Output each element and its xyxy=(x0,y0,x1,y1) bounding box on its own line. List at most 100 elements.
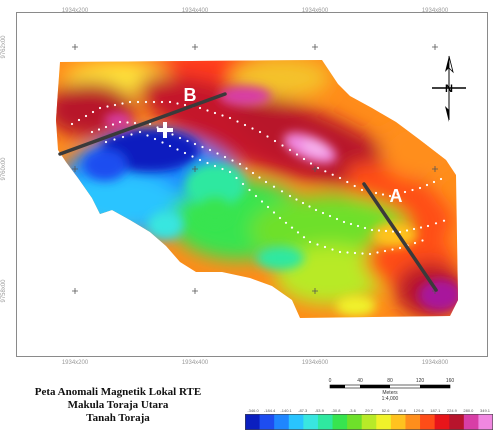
station-dot xyxy=(168,144,172,148)
station-dot xyxy=(206,109,209,112)
station-dot xyxy=(223,155,227,159)
station-dot xyxy=(264,180,268,184)
station-dot xyxy=(314,208,318,212)
station-dot xyxy=(346,251,349,254)
coord-top-1: 1934x200 xyxy=(61,8,89,14)
station-dot xyxy=(374,191,378,195)
station-dot xyxy=(70,122,74,126)
magnetic-anomaly-map: B A N xyxy=(56,44,466,318)
station-dot xyxy=(295,153,299,156)
coord-bottom-3: 1934x600 xyxy=(301,360,329,366)
color-scale-tick-label: -346.0 xyxy=(247,408,259,413)
station-dot xyxy=(361,252,364,255)
station-dot xyxy=(411,188,414,192)
station-dot xyxy=(228,116,232,120)
station-dot xyxy=(113,138,116,141)
station-dot xyxy=(338,250,342,254)
station-dot xyxy=(97,128,101,131)
station-dot xyxy=(228,170,232,174)
station-dot xyxy=(308,240,312,244)
station-dot xyxy=(302,236,306,239)
station-dot xyxy=(258,176,261,179)
station-dot xyxy=(301,201,305,205)
station-dot xyxy=(91,110,95,114)
station-dot xyxy=(316,243,319,246)
station-dot xyxy=(121,135,125,139)
station-dot xyxy=(308,205,311,208)
station-dot xyxy=(198,106,202,110)
station-dot xyxy=(136,100,140,104)
station-dot xyxy=(324,170,327,173)
station-dot xyxy=(245,167,248,170)
color-scale-tick-label: -184.4 xyxy=(263,408,276,413)
station-dot xyxy=(176,148,179,151)
station-dot xyxy=(248,188,251,192)
station-dot xyxy=(363,226,367,230)
coord-bottom-1: 1934x200 xyxy=(61,360,89,366)
station-dot xyxy=(128,100,132,104)
station-dot xyxy=(146,134,149,137)
station-dot xyxy=(130,133,133,136)
scale-ratio-label: 1:4,000 xyxy=(381,396,399,402)
coord-left-1: 9762x00 xyxy=(1,35,7,59)
station-dot xyxy=(186,139,189,143)
color-swatch xyxy=(376,414,392,430)
map-title: Peta Anomali Magnetik Lokal RTE Makula T… xyxy=(2,386,234,425)
color-swatch xyxy=(259,414,275,430)
scale-bar-graphic xyxy=(329,384,451,389)
color-scale-bar xyxy=(245,414,493,430)
color-swatch xyxy=(478,414,493,430)
coord-left-3: 9758x00 xyxy=(1,279,7,303)
station-dot xyxy=(360,188,364,192)
station-dot xyxy=(235,176,238,180)
coord-top-3: 1934x600 xyxy=(301,8,329,14)
color-swatch xyxy=(405,414,421,430)
station-dot xyxy=(121,102,124,105)
station-dot xyxy=(176,102,179,105)
title-line-2: Makula Toraja Utara xyxy=(67,399,169,411)
station-dot xyxy=(183,151,187,155)
color-swatch xyxy=(288,414,304,430)
color-scale-tick-label: -87.3 xyxy=(298,408,308,413)
station-dot xyxy=(316,166,320,170)
station-dot xyxy=(171,133,174,136)
color-swatch xyxy=(463,414,480,430)
station-dot xyxy=(243,123,247,127)
station-dot xyxy=(152,100,156,104)
color-scale-legend: -346.0 -184.4 -140.1 -87.3 -53.9 -30.8 -3.6 29.… xyxy=(245,408,493,432)
station-dot xyxy=(391,248,394,251)
station-dot xyxy=(384,229,388,233)
station-dot xyxy=(356,224,360,228)
station-dot xyxy=(77,118,81,122)
station-dot xyxy=(133,121,137,125)
station-dot xyxy=(381,193,385,196)
station-dot xyxy=(377,229,381,232)
scale-label-80: 80 xyxy=(387,378,393,384)
station-dot xyxy=(288,148,292,152)
station-dot xyxy=(296,231,300,234)
station-dot xyxy=(144,100,148,104)
station-dot xyxy=(290,226,294,229)
station-dot xyxy=(434,222,438,225)
station-dot xyxy=(138,130,142,134)
scale-unit-label: Meters xyxy=(382,390,398,396)
station-dot xyxy=(368,252,372,256)
station-dot xyxy=(208,148,212,152)
scale-label-160: 160 xyxy=(445,378,455,384)
station-dot xyxy=(126,121,129,124)
station-dot xyxy=(90,130,94,134)
station-dot xyxy=(439,177,443,181)
color-scale-tick-label: 224.9 xyxy=(446,408,457,413)
color-swatch xyxy=(390,414,407,430)
station-dot xyxy=(338,176,342,180)
station-dot xyxy=(206,161,209,165)
station-dot xyxy=(221,114,224,117)
color-swatch xyxy=(434,414,450,430)
white-cross-marker xyxy=(157,122,173,138)
station-dot xyxy=(442,219,446,222)
profile-label-a: A xyxy=(390,186,403,206)
station-dot xyxy=(178,136,182,140)
scale-bar: 0 40 80 120 160 Meters 1:4,000 xyxy=(325,378,455,404)
color-swatch xyxy=(361,414,377,430)
station-dot xyxy=(321,211,325,215)
